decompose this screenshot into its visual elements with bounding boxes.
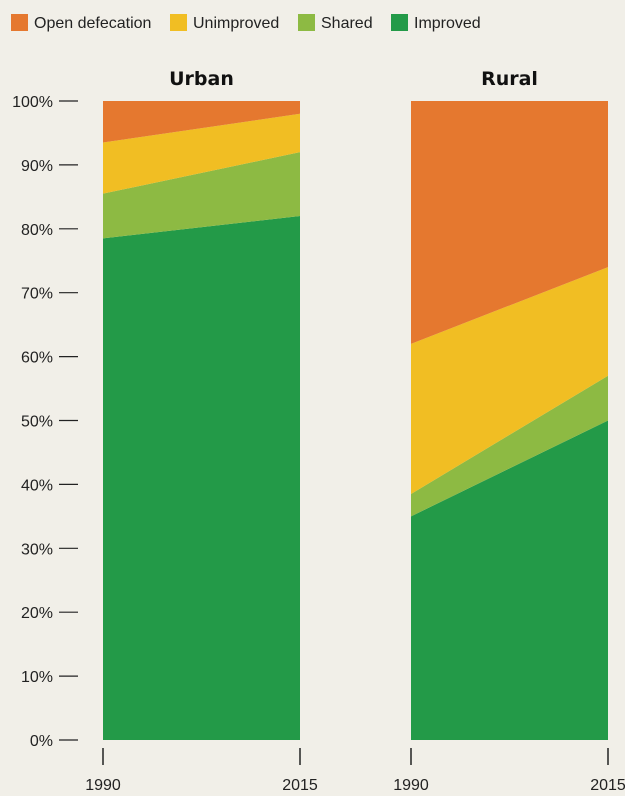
y-tick-label: 100% (12, 94, 53, 111)
panel-title: Urban (169, 68, 234, 90)
y-tick-label: 30% (21, 541, 53, 558)
legend-swatch-shared (298, 14, 315, 31)
legend-label: Open defecation (34, 15, 151, 32)
area-open-defecation (411, 101, 608, 344)
chart-panels: Urban 1990 2015 Rural 1990 2015 (85, 68, 625, 794)
y-tick-label: 10% (21, 669, 53, 686)
y-tick-label: 20% (21, 605, 53, 622)
legend-label: Unimproved (193, 15, 279, 32)
y-tick-label: 60% (21, 350, 53, 367)
legend-label: Shared (321, 15, 373, 32)
legend-swatch-improved (391, 14, 408, 31)
y-tick-label: 70% (21, 286, 53, 303)
area-improved (411, 420, 608, 740)
area-unimproved (411, 267, 608, 494)
y-tick-label: 80% (21, 222, 53, 239)
y-tick-label: 90% (21, 158, 53, 175)
x-tick-label: 1990 (393, 777, 429, 794)
y-axis: 0% 10% 20% 30% 40% 50% 60% 70% 80% 90% 100% (12, 94, 78, 750)
x-tick-label: 2015 (282, 777, 318, 794)
y-tick-label: 0% (30, 733, 53, 750)
legend: Open defecation Unimproved Shared Improved (11, 14, 481, 32)
x-tick-label: 2015 (590, 777, 625, 794)
area-improved (103, 216, 300, 740)
x-tick-label: 1990 (85, 777, 121, 794)
legend-label: Improved (414, 15, 481, 32)
panel-rural: Rural 1990 2015 (393, 68, 625, 794)
y-tick-label: 40% (21, 477, 53, 494)
panel-title: Rural (481, 68, 538, 90)
legend-swatch-open-defecation (11, 14, 28, 31)
area-shared (411, 375, 608, 517)
area-open-defecation (103, 101, 300, 143)
area-unimproved (103, 113, 300, 194)
y-tick-label: 50% (21, 414, 53, 431)
panel-urban: Urban 1990 2015 (85, 68, 318, 794)
area-shared (103, 152, 300, 239)
legend-swatch-unimproved (170, 14, 187, 31)
